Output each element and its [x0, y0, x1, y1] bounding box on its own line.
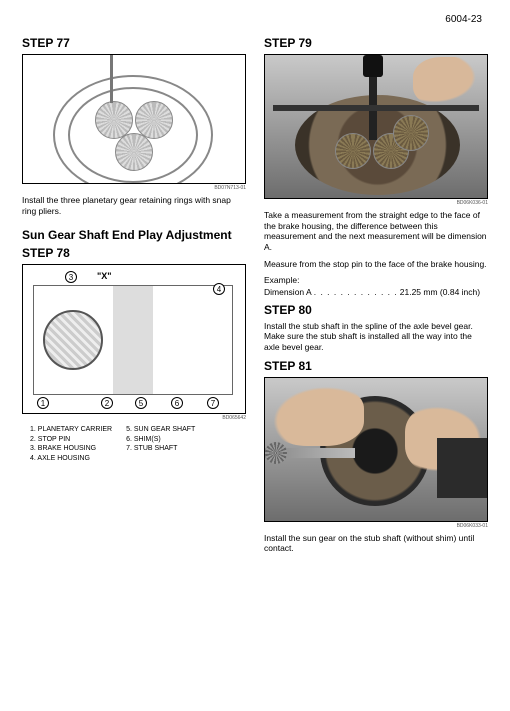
step78-legend: 1. PLANETARY CARRIER 2. STOP PIN 3. BRAK… — [22, 425, 246, 463]
hand-icon — [413, 57, 483, 107]
left-column: STEP 77 BD07N713-01 Install the three pl… — [22, 36, 246, 560]
hand-left-icon — [269, 384, 364, 446]
step80-text: Install the stub shaft in the spline of … — [264, 321, 488, 353]
step77-figure — [22, 54, 246, 184]
legend-5: 5. SUN GEAR SHAFT — [126, 425, 195, 434]
step78-title: STEP 78 — [22, 246, 246, 260]
page-number: 6004-23 — [445, 14, 482, 25]
step79-text2: Measure from the stop pin to the face of… — [264, 259, 488, 270]
legend-1: 1. PLANETARY CARRIER — [30, 425, 112, 434]
step81-caption: BD06K033-01 — [264, 523, 488, 529]
step77-title: STEP 77 — [22, 36, 246, 50]
dim-dots: . . . . . . . . . . . . . — [312, 287, 400, 297]
callout-6: 6 — [171, 397, 183, 409]
step81-title: STEP 81 — [264, 359, 488, 373]
legend-6: 6. SHIM(S) — [126, 435, 195, 444]
callout-1: 1 — [37, 397, 49, 409]
example-label: Example: — [264, 275, 488, 286]
tool-icon — [110, 54, 113, 103]
callout-5: 5 — [135, 397, 147, 409]
callout-2: 2 — [101, 397, 113, 409]
step80-title: STEP 80 — [264, 303, 488, 317]
step79-caption: BD06K036-01 — [264, 200, 488, 206]
right-column: STEP 79 BD06K036-01 Take a measurement f… — [264, 36, 488, 560]
dim-label: Dimension A — [264, 287, 312, 297]
legend-4: 4. AXLE HOUSING — [30, 454, 112, 463]
dimension-row: Dimension A . . . . . . . . . . . . . 21… — [264, 287, 488, 297]
step78-figure: "X" 1 2 3 4 5 6 7 — [22, 264, 246, 414]
page-columns: STEP 77 BD07N713-01 Install the three pl… — [22, 36, 488, 560]
step79-title: STEP 79 — [264, 36, 488, 50]
callout-7: 7 — [207, 397, 219, 409]
callout-3: 3 — [65, 271, 77, 283]
x-label: "X" — [97, 271, 112, 281]
step81-text: Install the sun gear on the stub shaft (… — [264, 533, 488, 554]
legend-2: 2. STOP PIN — [30, 435, 112, 444]
legend-7: 7. STUB SHAFT — [126, 444, 195, 453]
step79-figure — [264, 54, 488, 199]
step78-caption: BD065642 — [22, 415, 246, 421]
step81-figure — [264, 377, 488, 522]
dim-value: 21.25 mm (0.84 inch) — [400, 287, 480, 297]
step79-text1: Take a measurement from the straight edg… — [264, 210, 488, 253]
legend-3: 3. BRAKE HOUSING — [30, 444, 112, 453]
section-title: Sun Gear Shaft End Play Adjustment — [22, 228, 246, 242]
step77-text: Install the three planetary gear retaini… — [22, 195, 246, 216]
step77-caption: BD07N713-01 — [22, 185, 246, 191]
